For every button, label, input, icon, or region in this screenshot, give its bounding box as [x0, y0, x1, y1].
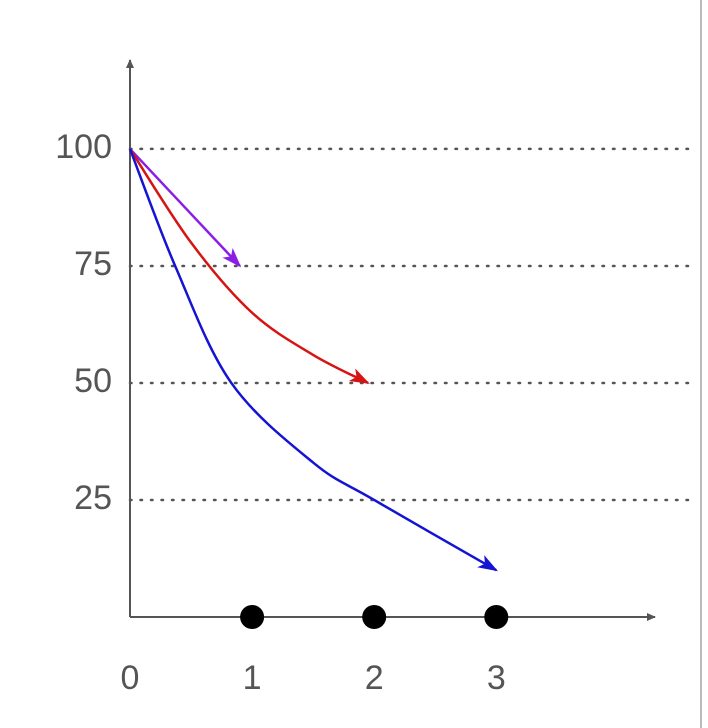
curve [128, 148, 370, 385]
point [240, 605, 265, 629]
x-tick-label: 1 [243, 659, 262, 697]
y-tick-label: 100 [55, 128, 112, 166]
point [362, 605, 387, 629]
curve [129, 148, 242, 268]
x-tick-label: 0 [121, 659, 140, 697]
y-tick-label: 25 [74, 479, 112, 517]
point [484, 605, 509, 629]
x-tick-label: 3 [487, 659, 506, 697]
x-tick-label: 2 [365, 659, 384, 697]
curve [128, 148, 499, 572]
y-tick-label: 50 [74, 362, 112, 400]
y-tick-label: 75 [74, 245, 112, 283]
